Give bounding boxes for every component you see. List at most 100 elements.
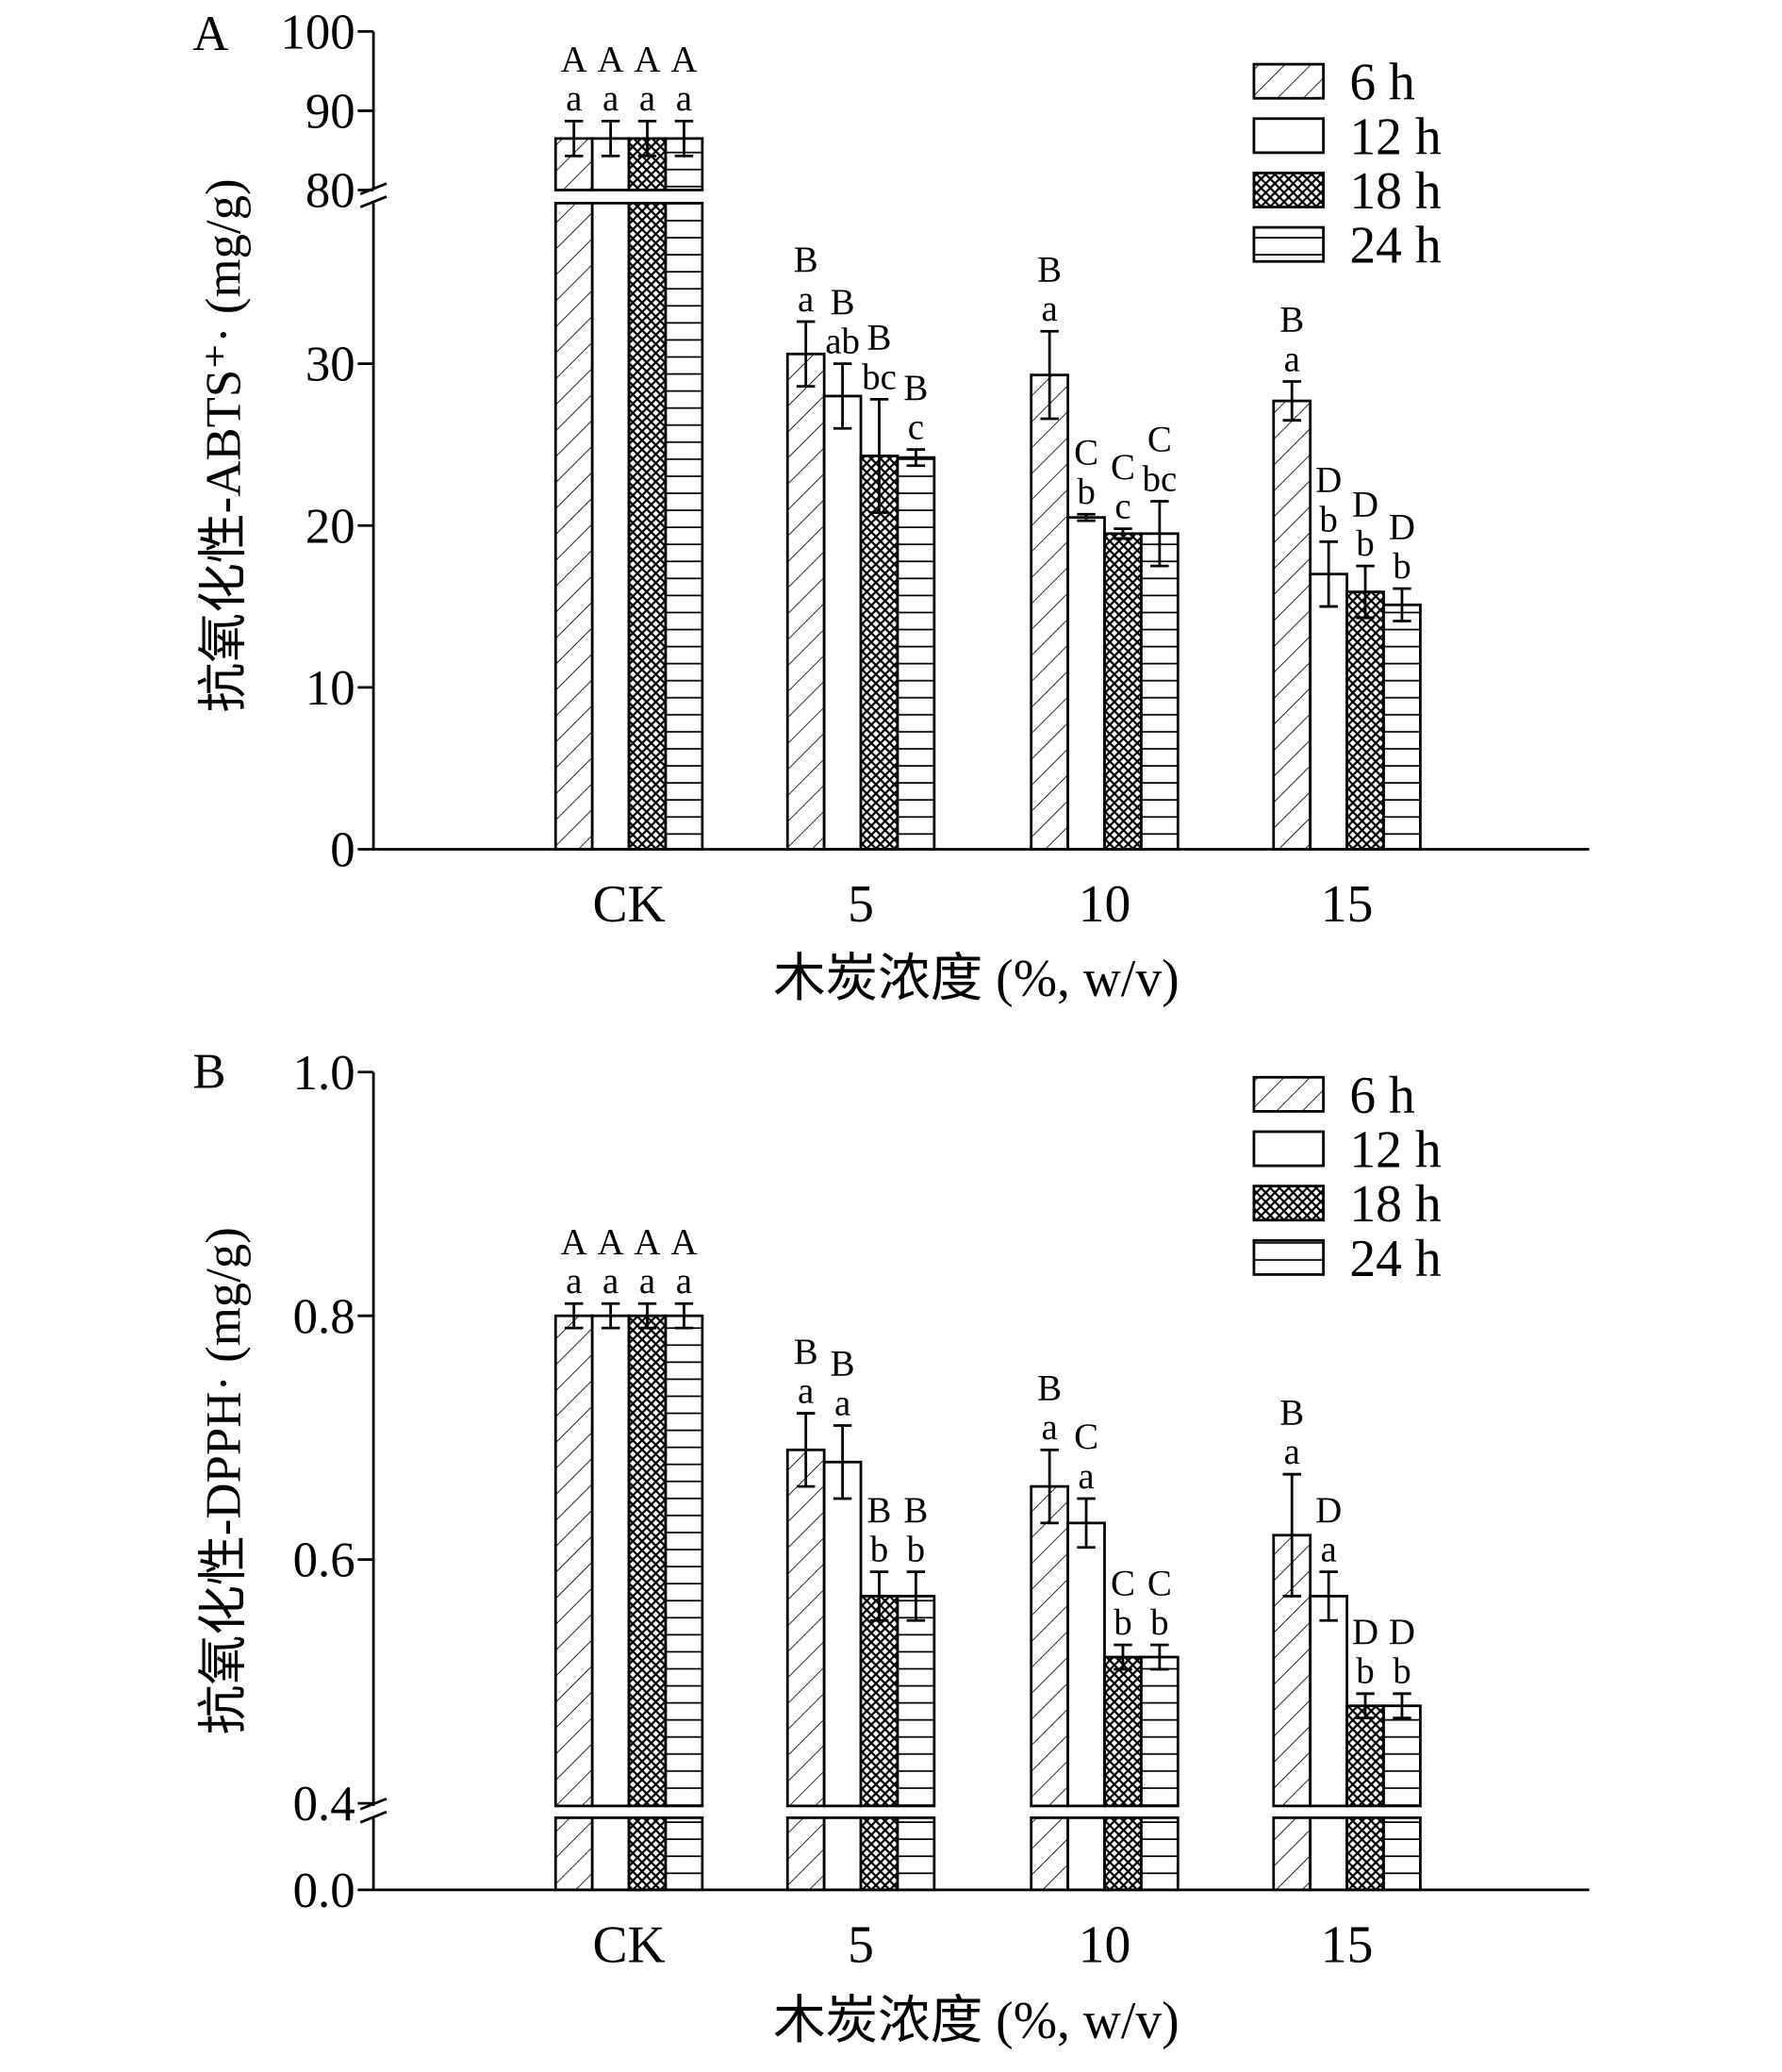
bar-lower-segment [1272, 1816, 1312, 1892]
significance-uppercase-label: C [1111, 447, 1135, 488]
significance-lowercase-label: a [1284, 1432, 1300, 1472]
significance-uppercase-label: D [1352, 1612, 1378, 1652]
significance-uppercase-label: D [1389, 506, 1415, 547]
significance-uppercase-label: B [867, 1490, 892, 1531]
significance-uppercase-label: B [794, 1332, 818, 1372]
bar [627, 1314, 668, 1808]
significance-uppercase-label: C [1111, 1563, 1135, 1603]
bar [859, 1595, 899, 1808]
x-tick-label: 5 [848, 875, 874, 934]
significance-uppercase-label: A [670, 40, 697, 80]
error-bar [869, 1570, 889, 1622]
significance-lowercase-label: a [676, 78, 692, 119]
error-bar [564, 119, 584, 157]
y-tick-label: 10 [305, 661, 355, 716]
bar [1066, 1521, 1106, 1808]
significance-lowercase-label: a [566, 1261, 582, 1301]
y-tick-label: 20 [305, 499, 355, 554]
significance-lowercase-label: b [1393, 546, 1411, 587]
y-tick-label: 30 [305, 338, 355, 392]
significance-lowercase-label: b [1150, 1602, 1168, 1643]
y-axis-label: 抗氧化性-DPPH· (mg/g) [196, 1227, 251, 1734]
significance-uppercase-label: B [867, 318, 892, 358]
significance-uppercase-label: C [1074, 432, 1098, 472]
bar-lower-segment [1382, 1816, 1422, 1892]
y-tick-label: 0.0 [293, 1864, 355, 1918]
bar-lower-segment [785, 1816, 826, 1892]
significance-uppercase-label: B [1037, 249, 1062, 290]
y-tick-label: 0 [330, 823, 355, 878]
error-bar [601, 1301, 620, 1330]
bar [1140, 532, 1180, 851]
error-bar [833, 362, 852, 430]
bar [664, 1314, 704, 1808]
bar-lower-segment [590, 1816, 631, 1892]
y-tick-label: 80 [305, 164, 355, 219]
x-tick-label: CK [592, 1915, 665, 1974]
panel-a-abts-chart: aAaBaBaBaAabBbCbDaAbcBcCbDaAcBbcCbD01020… [192, 5, 1590, 1008]
legend-swatch [1252, 117, 1325, 155]
x-tick-label: 10 [1079, 1915, 1131, 1974]
legend-item: 12 h [1252, 1120, 1442, 1179]
legend-label: 18 h [1349, 1175, 1441, 1234]
legend-label: 24 h [1349, 1230, 1441, 1288]
significance-lowercase-label: bc [1143, 458, 1178, 499]
bar [664, 137, 704, 191]
y-tick-label: 100 [280, 5, 355, 59]
error-bar [906, 448, 926, 468]
legend-label: 18 h [1349, 162, 1441, 221]
legend-item: 6 h [1252, 1067, 1415, 1125]
y-tick-label: 0.6 [293, 1533, 355, 1588]
legend-item: 18 h [1252, 1175, 1442, 1234]
bar [1272, 399, 1312, 851]
error-bar [1393, 1692, 1411, 1720]
bar [896, 456, 936, 851]
significance-lowercase-label: bc [862, 356, 897, 397]
bar [785, 352, 826, 851]
bar [1382, 1704, 1422, 1808]
significance-lowercase-label: ab [825, 322, 860, 362]
legend-label: 12 h [1349, 1120, 1441, 1179]
bar-lower-segment [1140, 1816, 1180, 1892]
significance-lowercase-label: b [1077, 472, 1095, 512]
bar [1345, 1704, 1385, 1808]
significance-lowercase-label: a [639, 78, 655, 119]
significance-lowercase-label: b [1356, 1651, 1374, 1692]
significance-lowercase-label: a [1321, 1529, 1337, 1569]
significance-lowercase-label: b [1356, 523, 1374, 564]
legend-label: 6 h [1349, 54, 1415, 112]
error-bar [833, 1424, 852, 1500]
bar [1030, 1484, 1069, 1808]
significance-uppercase-label: A [670, 1221, 697, 1262]
y-tick-label: 1.0 [293, 1046, 355, 1101]
x-tick-label: CK [592, 875, 665, 934]
significance-uppercase-label: D [1389, 1612, 1415, 1652]
legend-swatch [1252, 172, 1325, 208]
significance-lowercase-label: b [1319, 499, 1337, 539]
panel-label: B [192, 1044, 225, 1099]
error-bar [674, 1301, 694, 1330]
error-bar [637, 1301, 657, 1330]
significance-lowercase-label: b [1393, 1651, 1411, 1692]
error-bar [1040, 1448, 1059, 1525]
bar [1103, 532, 1143, 851]
legend-item: 6 h [1252, 54, 1415, 112]
bar [1382, 603, 1422, 851]
bar [590, 1314, 631, 1808]
significance-uppercase-label: C [1147, 1563, 1172, 1603]
significance-uppercase-label: A [561, 40, 587, 80]
significance-uppercase-label: D [1315, 460, 1342, 501]
error-bar [906, 1570, 926, 1622]
error-bar [1282, 1472, 1301, 1598]
x-axis-label: 木炭浓度 (%, w/v) [773, 1992, 1180, 2050]
significance-uppercase-label: A [634, 40, 660, 80]
significance-uppercase-label: C [1147, 420, 1172, 460]
bar-lower-segment [822, 1816, 863, 1892]
error-bar [564, 1301, 584, 1330]
error-bar [1077, 512, 1096, 522]
error-bar [796, 320, 816, 389]
significance-lowercase-label: a [566, 78, 582, 119]
significance-uppercase-label: B [1037, 1368, 1062, 1409]
significance-lowercase-label: a [834, 1383, 850, 1423]
